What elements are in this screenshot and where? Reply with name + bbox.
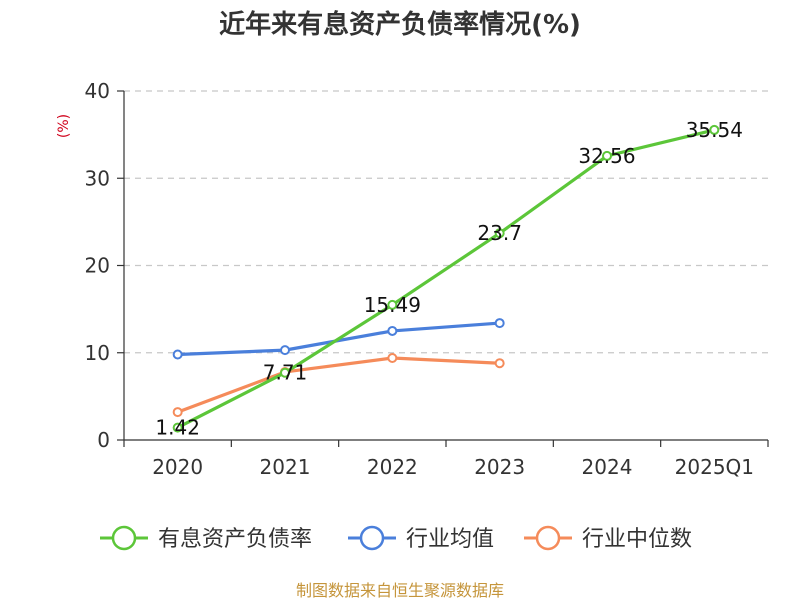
source-footer: 制图数据来自恒生聚源数据库	[296, 581, 504, 600]
legend: 有息资产负债率 行业均值 行业中位数	[100, 525, 692, 552]
data-label-2023: 23.7	[477, 221, 522, 245]
data-point-0-2022	[387, 299, 398, 310]
legend-label-1: 行业均值	[406, 527, 494, 552]
data-label-2021: 7.71	[263, 361, 308, 385]
y-tick-label-20: 20	[85, 254, 110, 278]
data-label-2020: 1.42	[155, 416, 200, 440]
series-line-2	[176, 356, 502, 414]
legend-label-2: 行业中位数	[582, 527, 692, 552]
legend-label-0: 有息资产负债率	[158, 527, 312, 552]
y-axis-unit-label: (%)	[56, 114, 72, 138]
data-point-2-2023	[494, 358, 505, 369]
data-point-2-2022	[387, 352, 398, 363]
data-label-2024: 32.56	[578, 144, 635, 168]
legend-marker-2	[535, 525, 561, 551]
y-tick-label-0: 0	[97, 428, 110, 452]
x-tick-label-2021: 2021	[260, 455, 311, 479]
data-point-0-2023	[494, 228, 505, 239]
data-point-0-2021	[280, 367, 290, 378]
data-point-0-2024	[602, 150, 612, 161]
data-labels: 1.42 7.71 15.49 23.7 32.56 35.54	[155, 118, 743, 440]
data-label-2022: 15.49	[364, 293, 421, 317]
data-point-0-2025Q1	[709, 124, 720, 135]
y-tick-label-40: 40	[85, 79, 110, 103]
series-lines	[172, 124, 720, 433]
data-point-1-2020	[172, 349, 183, 360]
data-point-1-2023	[494, 318, 505, 329]
data-point-1-2021	[280, 345, 290, 356]
x-tick-label-2025Q1: 2025Q1	[675, 455, 754, 479]
legend-marker-1	[359, 525, 385, 551]
data-label-2025Q1: 35.54	[686, 118, 743, 142]
x-tick-label-2022: 2022	[367, 455, 418, 479]
data-point-0-2020	[172, 422, 183, 433]
x-tick-label-2023: 2023	[474, 455, 525, 479]
legend-marker-0	[111, 525, 137, 551]
data-point-1-2022	[387, 325, 398, 336]
x-tick-label-2024: 2024	[582, 455, 633, 479]
chart-title: 近年来有息资产负债率情况(%)	[219, 9, 581, 40]
x-tick-label-2020: 2020	[152, 455, 203, 479]
data-point-2-2020	[172, 407, 183, 418]
grid-lines	[124, 90, 768, 354]
y-tick-label-30: 30	[85, 166, 110, 190]
y-tick-label-10: 10	[85, 341, 110, 365]
series-line-0	[176, 128, 716, 430]
axes: 0 10 20 30 40 2020 2021 2022 2023 2024 2025Q1	[85, 79, 769, 479]
